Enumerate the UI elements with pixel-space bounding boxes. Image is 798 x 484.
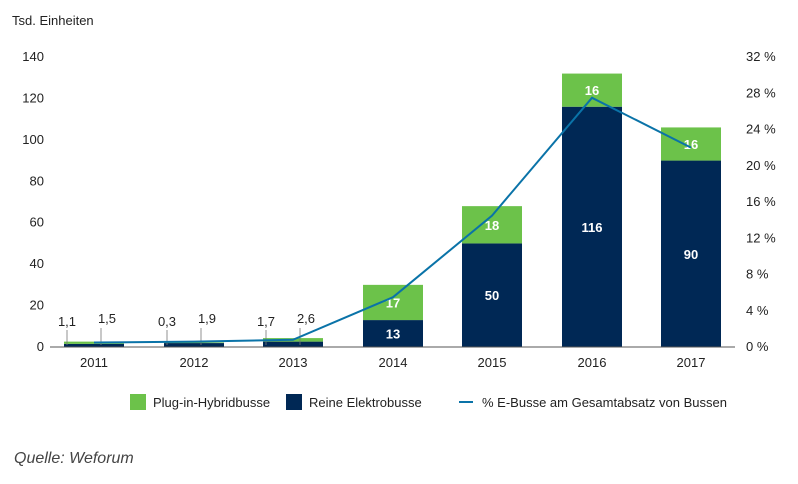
- x-tick-label: 2015: [478, 355, 507, 370]
- y2-tick-label: 16 %: [746, 194, 776, 209]
- legend-label: % E-Busse am Gesamtabsatz von Bussen: [482, 395, 727, 410]
- bar-segment-plug-in-hybridbusse: [363, 284, 423, 321]
- x-tick-label: 2013: [279, 355, 308, 370]
- bar-segment-plug-in-hybridbusse: [164, 342, 224, 344]
- right-axis: 0 % 4 % 8 % 12 % 16 % 20 % 24 % 28 % 32 %: [746, 49, 776, 354]
- source-note: Quelle: Weforum: [14, 450, 134, 467]
- x-axis: 2011 2012 2013 2014 2015 2016 2017: [50, 346, 735, 370]
- y2-tick-label: 8 %: [746, 267, 769, 282]
- bar-segment-reine-elektrobusse: [263, 341, 323, 347]
- y2-tick-label: 20 %: [746, 158, 776, 173]
- bar-segment-plug-in-hybridbusse: [562, 73, 622, 107]
- y2-tick-label: 4 %: [746, 303, 769, 318]
- data-label: 2,6: [297, 311, 315, 326]
- legend-swatch: [286, 394, 302, 410]
- data-label: 90: [684, 247, 698, 262]
- bar-segment-plug-in-hybridbusse: [462, 206, 522, 244]
- x-tick-label: 2014: [379, 355, 408, 370]
- bar-segment-plug-in-hybridbusse: [661, 127, 721, 161]
- y-tick-label: 120: [22, 90, 44, 105]
- bar-segment-reine-elektrobusse: [363, 320, 423, 347]
- bar-segment-plug-in-hybridbusse: [64, 341, 124, 344]
- bar-segment-reine-elektrobusse: [164, 343, 224, 347]
- data-label: 13: [386, 327, 400, 342]
- y-tick-label: 40: [30, 256, 44, 271]
- y-tick-label: 60: [30, 215, 44, 230]
- y-tick-label: 80: [30, 173, 44, 188]
- y2-tick-label: 12 %: [746, 230, 776, 245]
- x-tick-label: 2012: [180, 355, 209, 370]
- share-line-path: [93, 96, 692, 344]
- bar-segment-reine-elektrobusse: [661, 160, 721, 347]
- y2-tick-label: 24 %: [746, 122, 776, 137]
- y-tick-label: 0: [37, 339, 44, 354]
- data-label: 16: [585, 83, 599, 98]
- y-unit-label: Tsd. Einheiten: [12, 13, 94, 28]
- stacked-bar-chart: Tsd. Einheiten 0 20 40 60 80 100 120 140 0 % 4 %…: [12, 13, 776, 410]
- y2-tick-label: 28 %: [746, 85, 776, 100]
- y-tick-label: 100: [22, 132, 44, 147]
- data-label: 18: [485, 218, 499, 233]
- x-tick-label: 2016: [578, 355, 607, 370]
- data-label: 50: [485, 288, 499, 303]
- legend-label: Reine Elektrobusse: [309, 395, 422, 410]
- data-label: 1,1: [58, 314, 76, 329]
- data-label: 16: [684, 137, 698, 152]
- data-label: 0,3: [158, 314, 176, 329]
- data-label: 1,7: [257, 314, 275, 329]
- bar-segment-reine-elektrobusse: [462, 243, 522, 347]
- y2-tick-label: 0 %: [746, 339, 769, 354]
- legend: Plug-in-Hybridbusse Reine Elektrobusse % E…: [130, 394, 727, 410]
- data-label: 1,5: [98, 311, 116, 326]
- x-tick-label: 2011: [80, 355, 108, 370]
- legend-swatch: [130, 394, 146, 410]
- x-tick-label: 2017: [677, 355, 706, 370]
- y-tick-label: 20: [30, 298, 44, 313]
- left-axis: 0 20 40 60 80 100 120 140: [22, 49, 44, 354]
- bar-segment-reine-elektrobusse: [64, 343, 124, 347]
- legend-label: Plug-in-Hybridbusse: [153, 395, 270, 410]
- data-label: 1,9: [198, 311, 216, 326]
- y-tick-label: 140: [22, 49, 44, 64]
- share-line: [93, 96, 692, 344]
- y2-tick-label: 32 %: [746, 49, 776, 64]
- data-label: 116: [582, 220, 603, 235]
- bar-segment-reine-elektrobusse: [562, 106, 622, 347]
